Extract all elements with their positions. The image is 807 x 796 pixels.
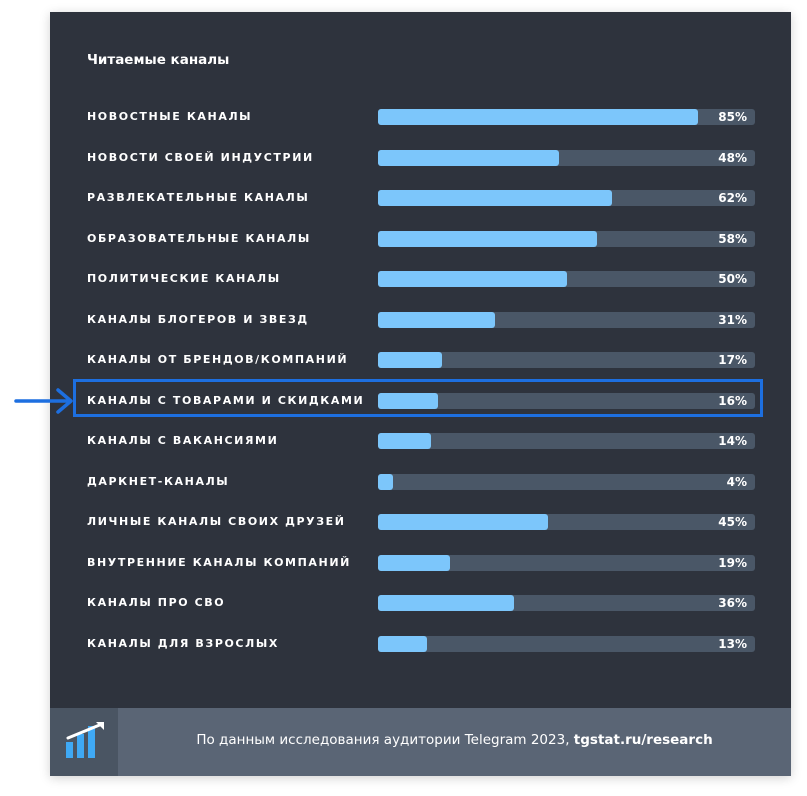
bar-fill [378,433,431,449]
bar-row: КАНАЛЫ ОТ БРЕНДОВ/КОМПАНИЙ 17% [87,351,755,371]
bar-row: КАНАЛЫ БЛОГЕРОВ И ЗВЕЗД 31% [87,311,755,331]
chart-title: Читаемые каналы [87,52,230,68]
bar-value-label: 85% [718,110,747,124]
bar-row: КАНАЛЫ С ВАКАНСИЯМИ 14% [87,432,755,452]
bar-label: НОВОСТИ СВОЕЙ ИНДУСТРИИ [87,150,314,164]
bar-value-label: 17% [718,353,747,367]
arrow-right-icon [14,388,73,414]
bar-track: 36% [378,595,755,611]
bar-track: 58% [378,230,755,247]
bar-fill [378,149,559,166]
bar-value-label: 13% [718,636,747,651]
bar-track: 4% [378,473,755,490]
tgstat-logo-icon [66,722,104,758]
bar-track: 17% [378,352,755,368]
footer-link[interactable]: tgstat.ru/research [573,732,713,748]
logo-box [50,708,118,776]
footer: По данным исследования аудитории Telegra… [50,708,791,776]
bar-track: 48% [378,149,755,166]
bar-fill [378,554,450,571]
footer-text: По данным исследования аудитории Telegra… [118,732,791,748]
bar-row: ОБРАЗОВАТЕЛЬНЫЕ КАНАЛЫ 58% [87,230,755,250]
bar-fill [378,352,442,368]
bar-row: ВНУТРЕННИЕ КАНАЛЫ КОМПАНИЙ 19% [87,554,755,574]
bar-label: КАНАЛЫ ПРО СВО [87,596,226,609]
bar-track: 45% [378,514,755,530]
bar-label: КАНАЛЫ ОТ БРЕНДОВ/КОМПАНИЙ [87,353,349,366]
bar-track: 13% [378,635,755,652]
bar-fill [378,109,698,125]
bar-row: КАНАЛЫ ДЛЯ ВЗРОСЛЫХ 13% [87,635,755,655]
bar-row: ДАРКНЕТ-КАНАЛЫ 4% [87,473,755,493]
bar-value-label: 4% [726,474,747,489]
bar-label: ВНУТРЕННИЕ КАНАЛЫ КОМПАНИЙ [87,555,351,569]
bar-fill [378,635,427,652]
bar-value-label: 19% [718,555,747,570]
bar-value-label: 48% [718,150,747,165]
bar-label: КАНАЛЫ С ТОВАРАМИ И СКИДКАМИ [87,393,365,407]
bar-label: ОБРАЗОВАТЕЛЬНЫЕ КАНАЛЫ [87,231,311,245]
bar-track: 31% [378,311,755,328]
bar-track: 19% [378,554,755,571]
bar-row: НОВОСТНЫЕ КАНАЛЫ 85% [87,108,755,128]
bar-row: КАНАЛЫ ПРО СВО 36% [87,594,755,614]
bar-label: КАНАЛЫ С ВАКАНСИЯМИ [87,434,279,447]
bar-fill [378,311,495,328]
bar-track: 16% [378,392,755,409]
bar-row: ЛИЧНЫЕ КАНАЛЫ СВОИХ ДРУЗЕЙ 45% [87,513,755,533]
bar-value-label: 45% [718,515,747,529]
bar-label: ЛИЧНЫЕ КАНАЛЫ СВОИХ ДРУЗЕЙ [87,515,346,528]
bar-fill [378,271,567,287]
bar-fill [378,392,438,409]
bar-track: 62% [378,190,755,206]
bar-fill [378,473,393,490]
chart-card: Читаемые каналы НОВОСТНЫЕ КАНАЛЫ 85% НОВОС… [50,12,791,776]
bar-row: ПОЛИТИЧЕСКИЕ КАНАЛЫ 50% [87,270,755,290]
bar-label: ПОЛИТИЧЕСКИЕ КАНАЛЫ [87,272,281,285]
bar-row: КАНАЛЫ С ТОВАРАМИ И СКИДКАМИ 16% [87,392,755,412]
bar-label: КАНАЛЫ БЛОГЕРОВ И ЗВЕЗД [87,312,309,326]
bar-value-label: 36% [718,596,747,610]
bar-label: КАНАЛЫ ДЛЯ ВЗРОСЛЫХ [87,636,279,650]
bar-label: НОВОСТНЫЕ КАНАЛЫ [87,110,253,123]
bar-track: 50% [378,271,755,287]
bar-label: ДАРКНЕТ-КАНАЛЫ [87,474,230,488]
bar-fill [378,514,548,530]
footer-source-text: По данным исследования аудитории Telegra… [196,732,574,748]
bar-fill [378,230,597,247]
bar-value-label: 14% [718,434,747,448]
bar-track: 85% [378,109,755,125]
bar-fill [378,595,514,611]
bar-value-label: 31% [718,312,747,327]
bar-value-label: 62% [718,191,747,205]
bar-label: РАЗВЛЕКАТЕЛЬНЫЕ КАНАЛЫ [87,191,310,204]
highlight-box [73,379,763,417]
bar-value-label: 50% [718,272,747,286]
bar-value-label: 16% [718,393,747,408]
bar-value-label: 58% [718,231,747,246]
bar-fill [378,190,612,206]
bar-track: 14% [378,433,755,449]
bar-row: РАЗВЛЕКАТЕЛЬНЫЕ КАНАЛЫ 62% [87,189,755,209]
bar-row: НОВОСТИ СВОЕЙ ИНДУСТРИИ 48% [87,149,755,169]
